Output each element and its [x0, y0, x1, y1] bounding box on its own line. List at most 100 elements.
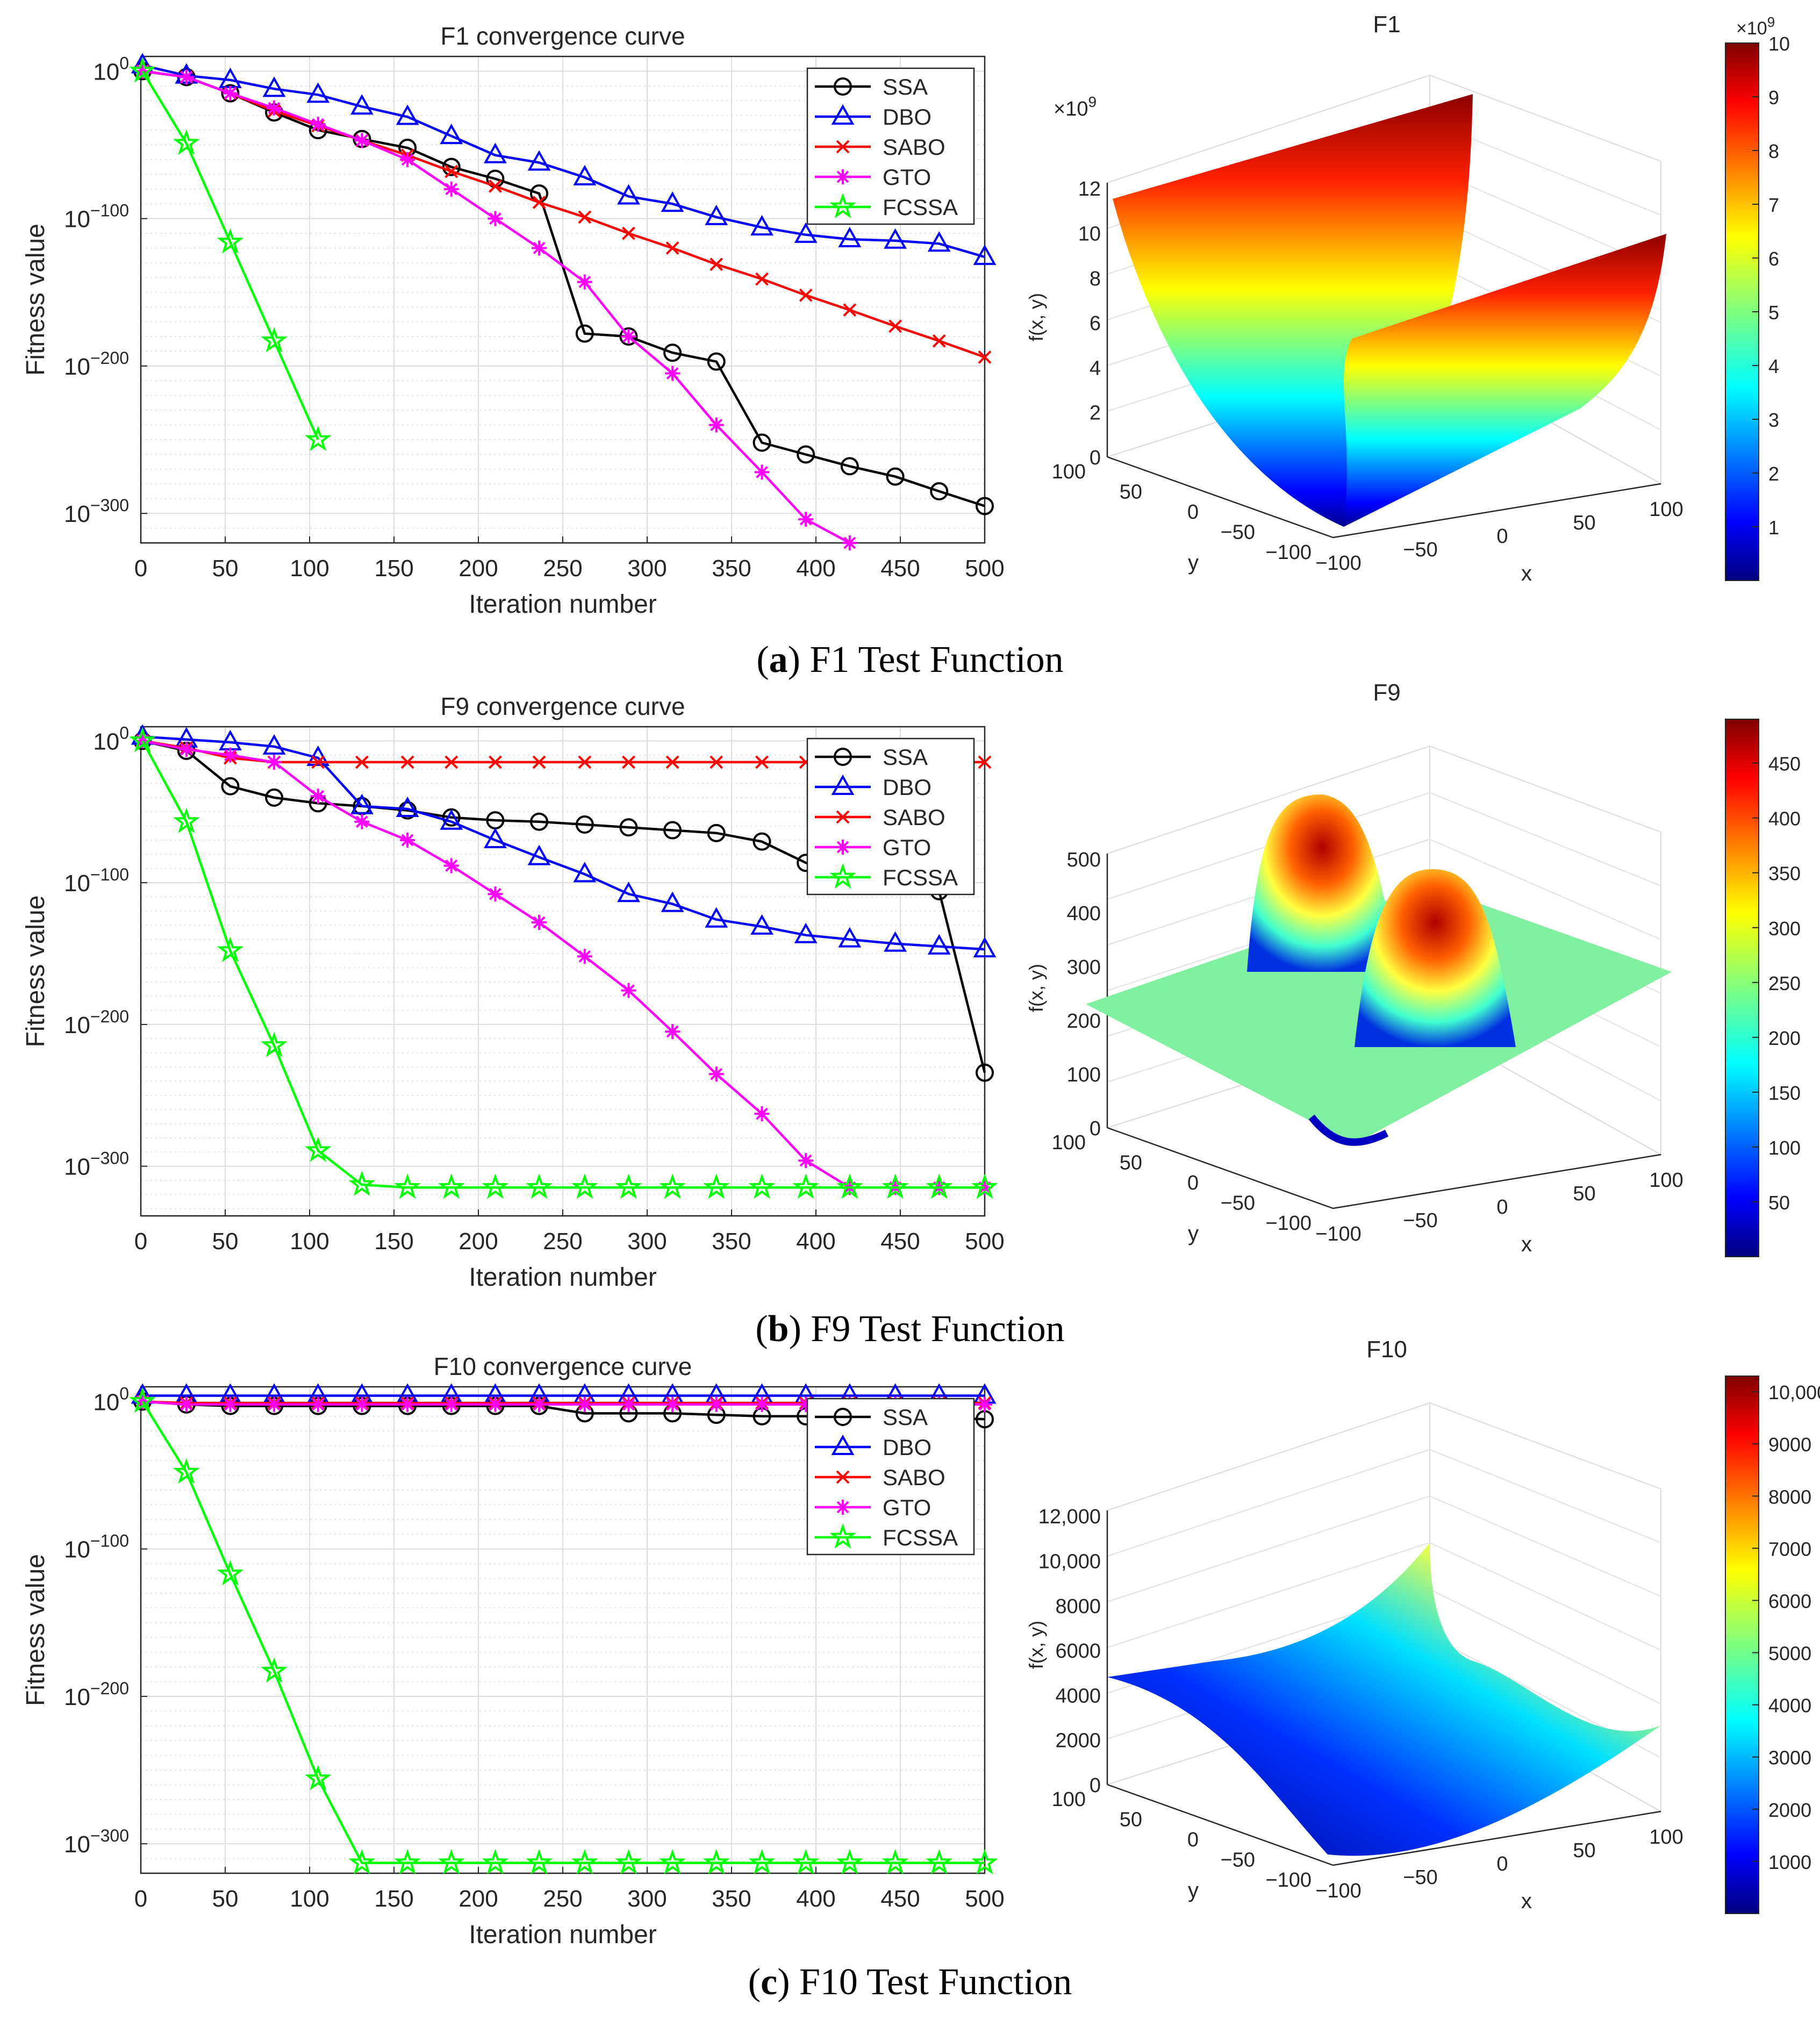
data-point-dbo — [884, 228, 907, 249]
data-point-fcssa — [261, 1657, 288, 1683]
surface-title: F1 — [1373, 11, 1400, 38]
legend: SSA DBO SABO GTO FCSSA — [806, 737, 975, 896]
data-point-sabo — [978, 755, 992, 769]
surface-right-wing — [1344, 234, 1666, 527]
data-point-ssa — [840, 457, 859, 476]
z-gridline — [1107, 1495, 1430, 1602]
data-point-dbo — [750, 914, 773, 935]
data-point-fcssa — [394, 1173, 421, 1199]
y-tick-label: 10−200 — [64, 348, 129, 380]
z-tick-label: 2000 — [1055, 1730, 1101, 1752]
data-point-ssa — [530, 812, 549, 831]
data-point-gto — [621, 329, 636, 345]
data-point-fcssa — [173, 1458, 200, 1484]
data-point-gto — [400, 833, 415, 848]
data-point-fcssa — [748, 1173, 776, 1199]
panel-a: 0 50 100 150 200 250 300 350 400 450 50010010−1001… — [22, 11, 1790, 681]
colorbar-tick-label: 2000 — [1768, 1799, 1811, 1821]
series-fcssa — [129, 57, 332, 452]
caption-b: (b) F9 Test Function — [755, 1308, 1064, 1350]
data-point-ssa — [663, 343, 682, 362]
colorbar-tick-label: 1000 — [1768, 1851, 1811, 1873]
data-point-gto — [708, 1066, 724, 1082]
panel-c: 0 50 100 150 200 250 300 350 400 450 50010010−1001… — [22, 1336, 1820, 2003]
x-tick-label: 300 — [627, 555, 667, 582]
x-tick-label: 200 — [458, 555, 498, 582]
x-tick-label: 100 — [1649, 1826, 1683, 1849]
x-tick-label: 150 — [374, 1228, 413, 1255]
y-tick-label: 10−100 — [64, 865, 129, 897]
data-point-dbo — [927, 934, 951, 955]
data-point-dbo — [527, 844, 551, 865]
legend-label-gto: GTO — [883, 835, 931, 860]
data-point-fcssa — [217, 1560, 244, 1586]
f10-convergence-chart: 0 50 100 150 200 250 300 350 400 450 50010010−1001… — [22, 1352, 1005, 1949]
z-axis-label: f(x, y) — [1025, 293, 1047, 341]
z-tick-label: 6 — [1090, 312, 1101, 335]
y-tick-label: 100 — [1052, 1788, 1086, 1811]
x-axis-label: Iteration number — [469, 590, 657, 619]
x-tick-label: 400 — [796, 1886, 835, 1912]
data-point-fcssa — [836, 1173, 863, 1199]
z-multiplier-exponent: 9 — [1088, 94, 1097, 110]
data-point-gto — [977, 1396, 992, 1412]
data-point-fcssa — [882, 1173, 909, 1199]
x-tick-label: 450 — [880, 1228, 920, 1255]
data-point-fcssa — [304, 1765, 332, 1790]
data-point-sabo — [532, 196, 546, 209]
data-point-gto — [178, 1396, 194, 1412]
x-tick-label: 0 — [134, 555, 147, 582]
data-point-gto — [754, 464, 770, 480]
data-point-gto — [354, 133, 370, 148]
data-point-dbo — [750, 215, 773, 236]
y-tick-exponent: −100 — [90, 201, 129, 220]
data-point-ssa — [976, 1063, 994, 1082]
data-point-sabo — [532, 755, 546, 769]
y-tick-label: −50 — [1221, 1849, 1255, 1872]
data-point-fcssa — [703, 1849, 730, 1874]
legend-label-dbo: DBO — [883, 1435, 932, 1460]
y-axis-label: Fitness value — [22, 224, 50, 376]
y-tick-exponent: −200 — [90, 1007, 129, 1026]
colorbar — [1725, 1376, 1759, 1914]
surface-trough — [1308, 1114, 1389, 1146]
data-point-gto — [267, 100, 282, 116]
data-point-gto — [532, 915, 547, 930]
data-point-sabo — [578, 210, 592, 224]
x-tick-label: 50 — [1573, 512, 1595, 534]
x-tick-label: 50 — [1573, 1183, 1595, 1205]
y-tick-label: −50 — [1221, 521, 1255, 544]
y-tick-base: 10 — [64, 206, 90, 233]
series-line-gto — [142, 740, 985, 1189]
colorbar-multiplier-base: ×10 — [1736, 18, 1767, 39]
data-point-ssa — [265, 788, 284, 807]
y-tick-label: 100 — [1052, 1131, 1086, 1154]
data-point-sabo — [400, 755, 414, 769]
caption-a-letter: a — [769, 639, 788, 681]
data-point-dbo — [705, 204, 728, 225]
surface-title: F10 — [1366, 1336, 1407, 1363]
z-tick-label: 0 — [1090, 1774, 1101, 1797]
y-axis-line — [1107, 1127, 1334, 1209]
y-tick-label: 10−300 — [64, 1826, 129, 1858]
y-tick-label: 50 — [1120, 1152, 1142, 1174]
y-axis-line — [1107, 1783, 1334, 1866]
data-point-sabo — [355, 755, 369, 769]
colorbar-tick-label: 4 — [1768, 355, 1779, 377]
caption-a-text: F1 Test Function — [800, 639, 1064, 681]
colorbar-tick-label: 150 — [1768, 1082, 1801, 1104]
y-tick-label: 100 — [93, 723, 129, 755]
data-point-fcssa — [173, 807, 200, 833]
data-point-gto — [532, 240, 547, 256]
data-point-fcssa — [217, 936, 244, 962]
data-point-fcssa — [261, 1032, 288, 1057]
colorbar-tick-label: 250 — [1768, 972, 1801, 994]
y-tick-label: −50 — [1221, 1192, 1255, 1215]
data-point-sabo — [445, 755, 458, 769]
z-gridline — [1429, 839, 1661, 940]
y-tick-base: 10 — [64, 1831, 90, 1858]
data-point-sabo — [978, 350, 992, 364]
x-tick-label: 150 — [374, 555, 413, 582]
y-tick-exponent: −300 — [90, 1149, 129, 1168]
